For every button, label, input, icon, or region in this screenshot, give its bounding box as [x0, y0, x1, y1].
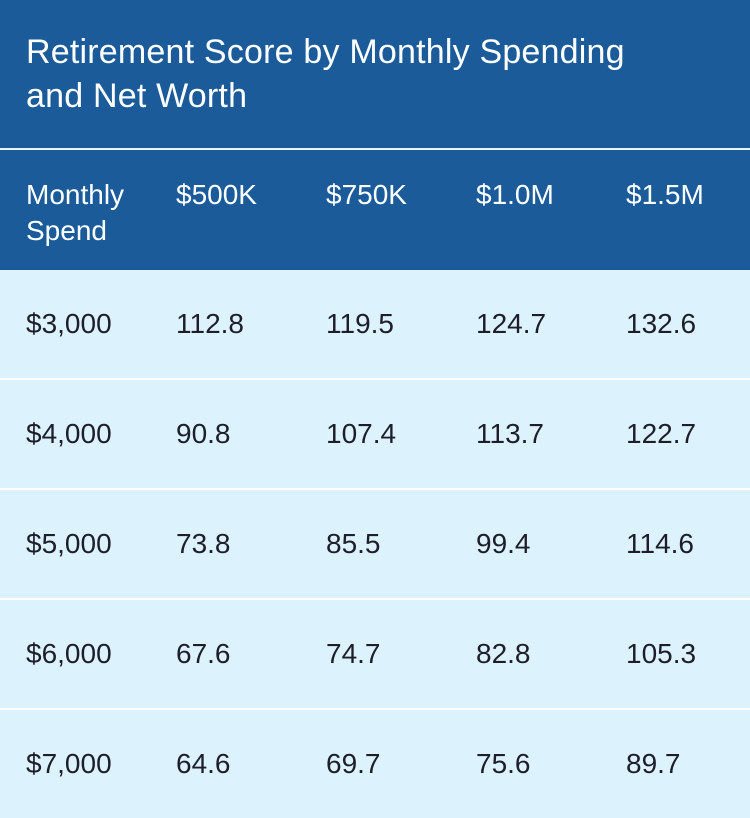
row-label: $4,000	[26, 418, 112, 449]
row-label: $5,000	[26, 528, 112, 559]
table-cell: 89.7	[626, 748, 681, 779]
table-cell: 99.4	[476, 528, 531, 559]
row-label: $6,000	[26, 638, 112, 669]
table-cell: 85.5	[326, 528, 381, 559]
table-cell: 105.3	[626, 638, 697, 669]
table-cell: 132.6	[626, 308, 697, 339]
table-body: $3,000 112.8 119.5 124.7 132.6 $4,000 90…	[0, 270, 750, 818]
table-cell: 67.6	[176, 638, 231, 669]
row-label: $7,000	[26, 748, 112, 779]
table-cell: 114.6	[626, 528, 694, 559]
table-cell: 82.8	[476, 638, 531, 669]
table-header-row: Monthly Spend $500K $750K $1.0M $1.5M	[0, 150, 750, 270]
table-cell: 107.4	[326, 418, 397, 449]
table-cell: 74.7	[326, 638, 381, 669]
column-header-1-0m: $1.0M	[476, 179, 554, 210]
title-divider	[0, 148, 750, 150]
column-header-500k: $500K	[176, 179, 257, 210]
table-cell: 112.8	[176, 308, 244, 339]
column-header-1-5m: $1.5M	[626, 179, 704, 210]
table-row: $6,000 67.6 74.7 82.8 105.3	[0, 600, 750, 710]
column-header-monthly-spend: Monthly Spend	[26, 179, 125, 246]
table-title: Retirement Score by Monthly Spending and…	[26, 33, 625, 115]
table-row: $7,000 64.6 69.7 75.6 89.7	[0, 710, 750, 818]
title-bar: Retirement Score by Monthly Spending and…	[0, 0, 750, 148]
table-cell: 90.8	[176, 418, 231, 449]
table-cell: 75.6	[476, 748, 531, 779]
table-cell: 119.5	[326, 308, 394, 339]
table-cell: 124.7	[476, 308, 547, 339]
row-label: $3,000	[26, 308, 112, 339]
table-row: $4,000 90.8 107.4 113.7 122.7	[0, 380, 750, 490]
table-cell: 113.7	[476, 418, 544, 449]
table-row: $5,000 73.8 85.5 99.4 114.6	[0, 490, 750, 600]
table-cell: 64.6	[176, 748, 231, 779]
table-cell: 122.7	[626, 418, 697, 449]
column-header-750k: $750K	[326, 179, 407, 210]
table-row: $3,000 112.8 119.5 124.7 132.6	[0, 270, 750, 380]
table-cell: 73.8	[176, 528, 231, 559]
table-cell: 69.7	[326, 748, 381, 779]
